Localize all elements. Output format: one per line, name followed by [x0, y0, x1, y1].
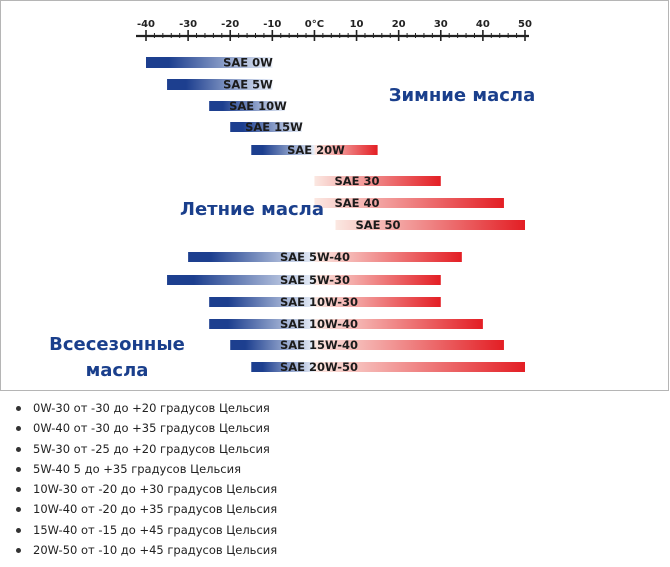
bar-sae-20w-50	[251, 362, 525, 372]
bar-sae-15w	[230, 122, 302, 132]
bar-label: SAE 50	[355, 218, 400, 232]
temperature-notes-list: 0W-30 от -30 до +20 градусов Цельсия 0W-4…	[14, 398, 277, 560]
bar-label: SAE 10W-30	[280, 295, 358, 309]
x-tick-label: 10	[350, 19, 364, 30]
bar-sae-0w	[146, 57, 273, 68]
x-tick-label: -20	[221, 19, 239, 30]
bar-label: SAE 20W	[287, 143, 345, 157]
x-tick-label: 30	[434, 19, 448, 30]
bar-sae-10w-40	[209, 319, 483, 329]
note-item: 10W-40 от -20 до +35 градусов Цельсия	[14, 499, 277, 519]
bar-label: SAE 0W	[223, 56, 273, 70]
bullet-icon	[16, 406, 21, 411]
x-tick-label: 0°C	[305, 19, 324, 30]
chart-frame: -40 -30 -20 -10 0°C 10 20 30 40 50 SAE 0W SAE 5W SA…	[0, 0, 669, 391]
bar-label: SAE 5W-40	[280, 250, 350, 264]
group-label: Всесезонные	[49, 334, 185, 355]
bullet-icon	[16, 548, 21, 554]
bar-sae-5w-30	[167, 275, 441, 285]
note-text: 10W-30 от -20 до +30 градусов Цельсия	[33, 482, 278, 497]
note-text: 5W-30 от -25 до +20 градусов Цельсия	[33, 441, 270, 456]
bar-sae-50	[335, 220, 525, 230]
group-label: Летние масла	[180, 199, 324, 220]
note-item: 15W-40 от -15 до +45 градусов Цельсия	[14, 520, 277, 540]
bar-sae-5w-40	[188, 252, 462, 262]
note-item: 20W-50 от -10 до +45 градусов Цельсия	[14, 540, 277, 560]
x-axis: -40 -30 -20 -10 0°C 10 20 30 40 50	[136, 19, 532, 41]
bar-sae-30	[314, 176, 441, 186]
bar-label: SAE 20W-50	[280, 360, 358, 374]
bullet-icon	[16, 487, 21, 493]
x-tick-label: 20	[392, 19, 406, 30]
bullet-icon	[16, 446, 21, 452]
note-text: 5W-40 5 до +35 градусов Цельсия	[33, 461, 241, 476]
bullet-icon	[16, 466, 21, 472]
note-item: 10W-30 от -20 до +30 градусов Цельсия	[14, 479, 277, 499]
bar-label: SAE 5W	[223, 78, 273, 92]
x-tick-label: -40	[137, 19, 155, 30]
bar-sae-10w	[209, 101, 285, 111]
bar-label: SAE 15W-40	[280, 338, 358, 352]
bar-sae-15w-40	[230, 340, 504, 350]
bar-label: SAE 30	[334, 174, 379, 188]
note-text: 10W-40 от -20 до +35 градусов Цельсия	[33, 502, 278, 517]
bullet-icon	[16, 527, 21, 533]
bar-sae-5w	[167, 79, 273, 90]
note-item: 5W-30 от -25 до +20 градусов Цельсия	[14, 439, 277, 459]
note-text: 0W-30 от -30 до +20 градусов Цельсия	[33, 401, 270, 415]
bar-label: SAE 10W-40	[280, 317, 358, 331]
note-item: 5W-40 5 до +35 градусов Цельсия	[14, 459, 277, 479]
bars: SAE 0W SAE 5W SAE 10W SAE 15W SAE 20W SAE 30 S…	[146, 56, 525, 374]
bar-label: SAE 5W-30	[280, 273, 350, 287]
group-label: Зимние масла	[389, 85, 536, 106]
x-tick-label: 50	[518, 19, 532, 30]
group-label: масла	[86, 360, 149, 381]
note-text: 0W-40 от -30 до +35 градусов Цельсия	[33, 421, 270, 436]
x-tick-label: -30	[179, 19, 197, 30]
bar-label: SAE 40	[334, 196, 379, 210]
x-tick-label: -10	[263, 19, 281, 30]
bar-label: SAE 10W	[229, 99, 287, 113]
note-text: 20W-50 от -10 до +45 градусов Цельсия	[33, 543, 278, 558]
bullet-icon	[16, 426, 21, 432]
bar-label: SAE 15W	[245, 120, 303, 134]
note-item: 0W-30 от -30 до +20 градусов Цельсия	[14, 398, 277, 418]
note-item: 0W-40 от -30 до +35 градусов Цельсия	[14, 418, 277, 438]
bar-sae-40	[314, 198, 504, 208]
x-tick-label: 40	[476, 19, 490, 30]
note-text: 15W-40 от -15 до +45 градусов Цельсия	[33, 522, 278, 537]
bar-sae-20w	[251, 145, 378, 155]
bar-sae-10w-30	[209, 297, 441, 307]
group-labels: Зимние масла Летние масла Всесезонные масла	[49, 85, 535, 381]
bullet-icon	[16, 507, 21, 513]
